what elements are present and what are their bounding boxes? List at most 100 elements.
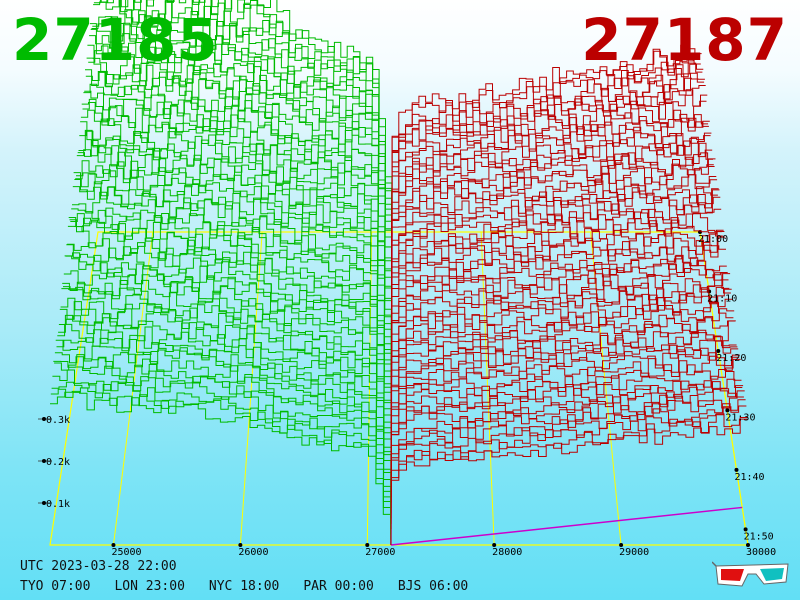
price-tick-label: 27000 bbox=[365, 547, 395, 558]
bid-depth-line bbox=[64, 255, 392, 450]
ask-depth-line bbox=[391, 132, 712, 307]
bid-depth-line bbox=[91, 16, 393, 275]
bid-depth-line bbox=[83, 83, 392, 328]
depth-history-mesh bbox=[50, 0, 748, 545]
time-tick-marker bbox=[734, 467, 739, 472]
bid-depth-line bbox=[50, 387, 392, 540]
utc-timestamp: UTC 2023-03-28 22:00 bbox=[20, 559, 177, 574]
3d-glasses-icon[interactable] bbox=[712, 560, 792, 590]
time-tick-marker bbox=[716, 348, 721, 353]
bid-depth-line bbox=[74, 170, 392, 386]
bid-depth-line bbox=[63, 279, 392, 461]
bid-depth-line bbox=[61, 286, 392, 471]
bid-depth-line bbox=[73, 172, 392, 392]
depth-tick-label: 0.1k bbox=[46, 499, 70, 510]
front-edge-highlight bbox=[390, 506, 743, 546]
ask-depth-line bbox=[390, 320, 736, 466]
ask-depth-line bbox=[391, 212, 722, 376]
ask-depth-line bbox=[391, 63, 704, 254]
ask-depth-line bbox=[390, 308, 735, 455]
bid-depth-line bbox=[50, 390, 392, 545]
ask-depth-line bbox=[390, 417, 748, 545]
bid-depth-line bbox=[51, 381, 392, 535]
price-tick-marker bbox=[365, 543, 370, 547]
ask-depth-line bbox=[390, 340, 739, 482]
bid-depth-line bbox=[80, 109, 392, 344]
ask-depth-line bbox=[390, 413, 748, 540]
price-gridline bbox=[239, 231, 263, 546]
bid-depth-line bbox=[72, 191, 392, 402]
bid-depth-line bbox=[77, 140, 392, 365]
price-tick-label: 26000 bbox=[238, 547, 268, 558]
depth-tick-marker bbox=[42, 459, 46, 463]
bid-depth-line bbox=[93, 0, 393, 264]
ask-depth-line bbox=[390, 273, 731, 429]
bid-depth-line bbox=[120, 0, 393, 248]
bid-depth-line bbox=[86, 57, 393, 307]
price-tick-label: 28000 bbox=[492, 547, 522, 558]
bid-depth-line bbox=[55, 339, 392, 508]
depth-tick-marker bbox=[42, 501, 46, 505]
bid-depth-line bbox=[52, 369, 392, 530]
bid-depth-line bbox=[68, 217, 392, 423]
ask-depth-line bbox=[390, 358, 741, 498]
bid-depth-line bbox=[238, 0, 393, 232]
bid-depth-line bbox=[63, 270, 392, 455]
time-tick-marker bbox=[743, 527, 748, 532]
ask-depth-line bbox=[391, 174, 718, 344]
ask-depth-line bbox=[391, 142, 713, 317]
depth-tick-label: 0.2k bbox=[46, 457, 70, 468]
ask-depth-line bbox=[391, 136, 713, 312]
bid-depth-line bbox=[54, 352, 392, 514]
ask-depth-line bbox=[391, 48, 702, 243]
price-tick-marker bbox=[238, 543, 243, 547]
ask-depth-line bbox=[390, 390, 745, 524]
bid-depth-line bbox=[56, 337, 392, 503]
price-gridline bbox=[480, 231, 495, 546]
time-tick-marker bbox=[725, 408, 730, 413]
ask-depth-line bbox=[390, 378, 743, 508]
ask-depth-line bbox=[391, 196, 721, 365]
ask-depth-line bbox=[391, 231, 725, 392]
bid-depth-line bbox=[59, 301, 392, 482]
price-tick-marker bbox=[746, 543, 750, 547]
bid-depth-line bbox=[134, 0, 393, 243]
timezone-bjs: BJS 06:00 bbox=[397, 579, 469, 594]
timezone-lon: LON 23:00 bbox=[114, 579, 185, 594]
ask-depth-line bbox=[390, 369, 742, 503]
bid-depth-line bbox=[100, 0, 393, 254]
ask-depth-line bbox=[391, 254, 727, 408]
time-tick-label: 21:20 bbox=[716, 353, 746, 364]
ask-depth-line bbox=[391, 188, 719, 354]
bid-depth-line bbox=[60, 297, 392, 476]
timezone-nyc: NYC 18:00 bbox=[208, 579, 280, 594]
time-tick-label: 21:30 bbox=[725, 412, 755, 423]
ask-depth-line bbox=[391, 48, 700, 232]
bid-depth-line bbox=[78, 129, 392, 360]
ask-depth-line bbox=[390, 336, 738, 476]
bid-depth-line bbox=[71, 207, 392, 408]
ask-depth-line bbox=[391, 117, 709, 291]
price-tick-marker bbox=[492, 543, 497, 547]
price-tick-label: 30000 bbox=[746, 547, 776, 558]
bid-depth-line bbox=[65, 252, 392, 445]
bid-depth-line bbox=[84, 85, 393, 323]
bid-depth-line bbox=[72, 186, 392, 397]
bid-depth-line bbox=[54, 356, 392, 519]
depth-tick-label: 0.3k bbox=[46, 415, 70, 426]
ask-depth-line bbox=[391, 208, 722, 370]
ask-depth-line bbox=[391, 77, 705, 264]
bid-depth-line bbox=[76, 145, 392, 370]
depth-tick-marker bbox=[42, 417, 46, 421]
timezone-tyo: TYO 07:00 bbox=[20, 579, 91, 594]
price-tick-marker bbox=[619, 543, 624, 547]
time-tick-label: 21:10 bbox=[707, 293, 737, 304]
bid-depth-line bbox=[66, 244, 392, 439]
ask-depth-line bbox=[391, 109, 709, 286]
ask-depth-line bbox=[391, 44, 701, 238]
time-tick-label: 21:00 bbox=[698, 234, 728, 245]
bid-depth-line bbox=[69, 217, 392, 418]
price-tick-label: 25000 bbox=[111, 547, 141, 558]
bid-depth-line bbox=[57, 323, 392, 498]
